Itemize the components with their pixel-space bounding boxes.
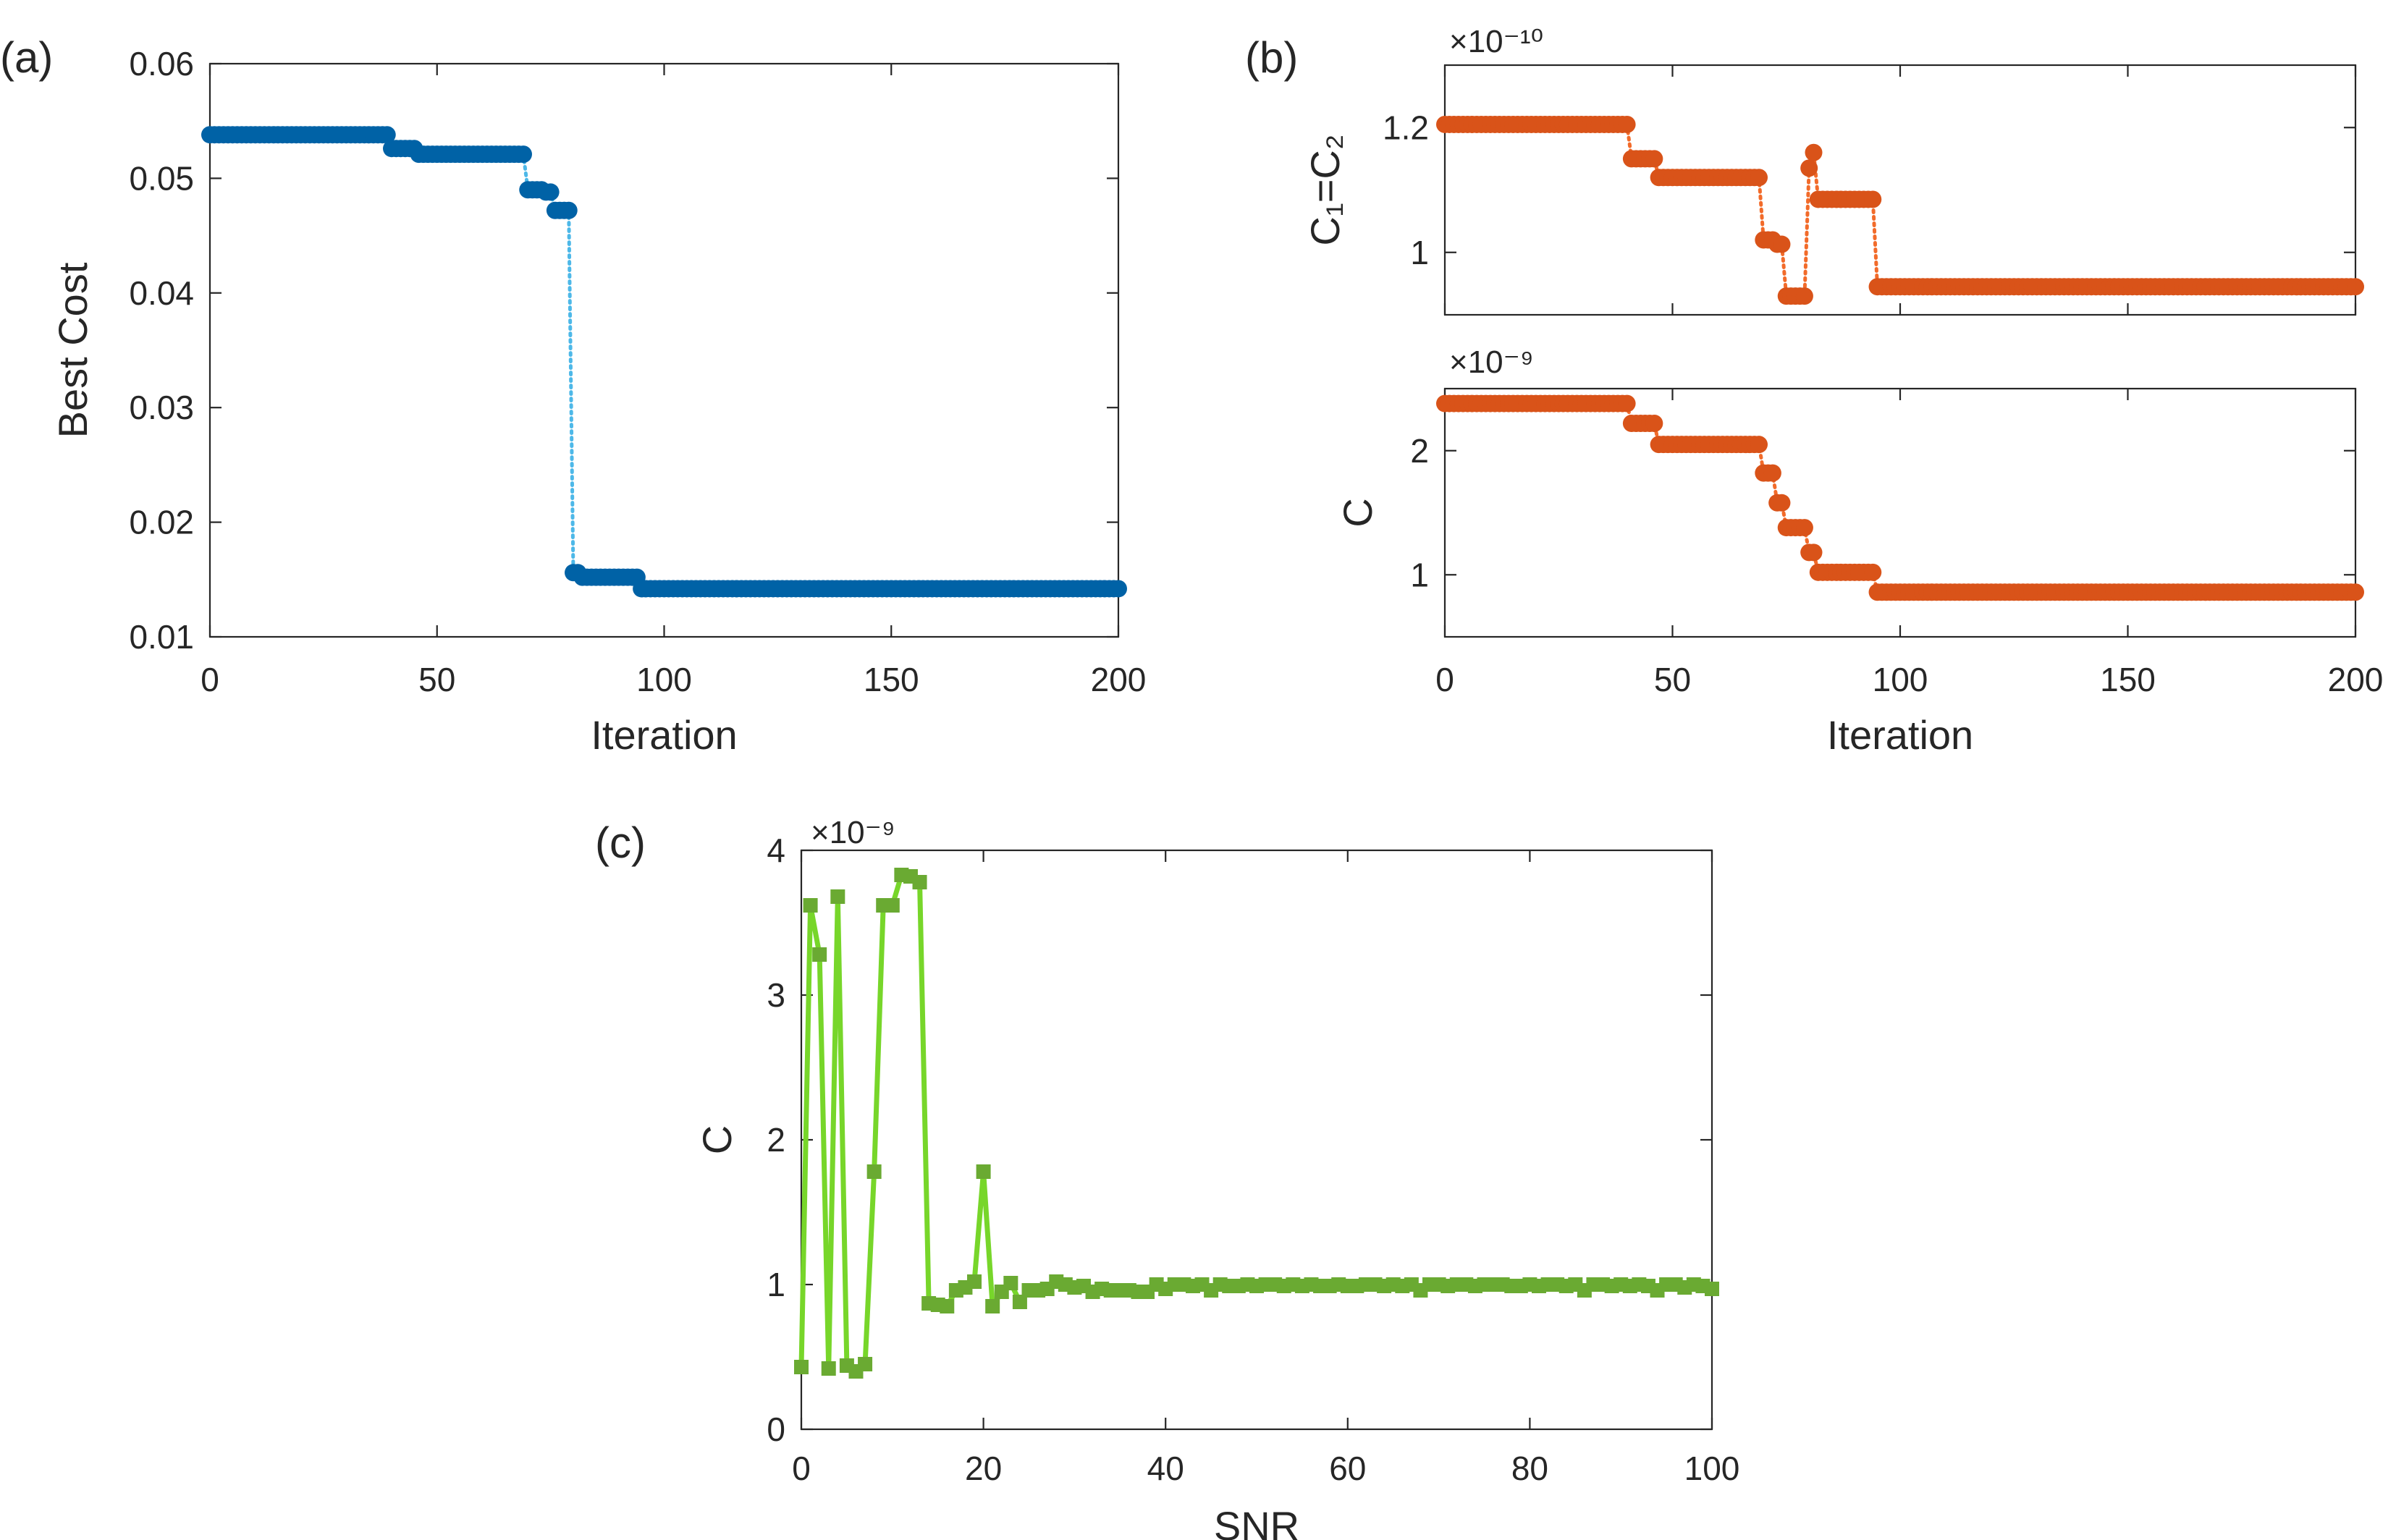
- data-point: [1110, 580, 1127, 598]
- data-point: [1773, 235, 1791, 253]
- y-tick-label: 0.02: [129, 504, 194, 541]
- y-tick-label: 1: [1410, 234, 1429, 271]
- exponent-label: ×10⁻⁹: [1449, 344, 1534, 380]
- plot-frame: [208, 62, 1120, 638]
- y-tick-label: 2: [1410, 432, 1429, 470]
- data-point: [967, 1274, 982, 1289]
- x-tick-label: 0: [1435, 661, 1454, 698]
- data-point: [885, 898, 900, 913]
- data-point: [514, 145, 532, 164]
- data-point: [1795, 287, 1813, 305]
- data-point: [1795, 519, 1813, 537]
- data-point: [1773, 494, 1791, 512]
- data-point: [1645, 415, 1663, 433]
- x-axis-label: Iteration: [591, 712, 737, 758]
- y-tick-label: 0.05: [129, 159, 194, 197]
- data-point: [912, 875, 927, 889]
- data-point: [985, 1299, 1000, 1313]
- data-point: [1003, 1276, 1018, 1290]
- data-point: [866, 1164, 882, 1179]
- y-tick-label: 0.01: [129, 618, 194, 656]
- y-tick-label: 1.2: [1383, 109, 1429, 146]
- plot-frame: [800, 849, 1713, 1431]
- data-point: [976, 1164, 991, 1179]
- x-tick-label: 0: [201, 661, 219, 698]
- data-point: [1864, 563, 1882, 581]
- data-point: [1645, 150, 1663, 168]
- y-tick-label: 0: [767, 1410, 785, 1448]
- panel-label: (c): [595, 818, 646, 867]
- x-tick-label: 20: [965, 1450, 1002, 1487]
- data-point: [794, 1360, 809, 1374]
- data-point: [2347, 583, 2364, 601]
- data-point: [1750, 436, 1768, 454]
- exponent-label: ×10⁻⁹: [811, 815, 895, 850]
- x-tick-label: 100: [1684, 1450, 1740, 1487]
- x-tick-label: 50: [1654, 661, 1691, 698]
- data-point: [858, 1357, 873, 1371]
- data-point: [378, 126, 396, 144]
- panel-c: 0 20 40 60 80 100 0 1 2 3 4 SNR C ×10⁻⁹ (c): [595, 815, 1739, 1540]
- x-tick-label: 200: [2328, 661, 2384, 698]
- data-point: [821, 1361, 836, 1376]
- data-point: [1800, 159, 1818, 177]
- data-point: [560, 201, 578, 219]
- data-point: [812, 947, 827, 962]
- data-point: [1705, 1282, 1719, 1296]
- x-tick-label: 100: [1873, 661, 1928, 698]
- panel-label: (a): [0, 33, 53, 82]
- data-point: [541, 183, 560, 201]
- y-axis-label: C₁=C₂: [1302, 134, 1348, 245]
- data-point: [1618, 115, 1636, 133]
- y-tick-label: 1: [767, 1266, 785, 1303]
- x-axis-label: SNR: [1214, 1503, 1299, 1540]
- plot-frame: [1443, 64, 2357, 316]
- data-point: [830, 889, 845, 904]
- x-tick-label: 100: [636, 661, 692, 698]
- panel-a: 0 50 100 150 200 0.01 0.02 0.03 0.04 0.05 0.06 Iter…: [0, 33, 1146, 758]
- x-tick-label: 60: [1329, 1450, 1366, 1487]
- series-line: [1443, 122, 2358, 298]
- data-point: [803, 898, 818, 913]
- x-tick-label: 150: [2100, 661, 2156, 698]
- series-line: [208, 132, 1121, 591]
- x-tick-label: 150: [864, 661, 919, 698]
- data-point: [1618, 394, 1636, 412]
- panel-b-top: 1 1.2 C₁=C₂ ×10⁻¹⁰ (b): [1245, 24, 2364, 316]
- x-tick-label: 40: [1147, 1450, 1184, 1487]
- x-tick-label: 0: [792, 1450, 811, 1487]
- data-point: [940, 1299, 955, 1313]
- data-point: [1750, 169, 1768, 187]
- x-tick-label: 200: [1091, 661, 1147, 698]
- series-line: [798, 872, 1713, 1374]
- panel-b-bottom: 0 50 100 150 200 1 2 Iteration C ×10⁻⁹: [1335, 344, 2383, 758]
- y-tick-label: 4: [767, 832, 785, 869]
- y-tick-label: 0.03: [129, 389, 194, 426]
- y-axis-label: C: [694, 1125, 740, 1154]
- data-point: [1012, 1295, 1027, 1309]
- data-point: [2347, 278, 2364, 296]
- panel-label: (b): [1245, 33, 1298, 82]
- data-point: [1763, 464, 1781, 482]
- y-tick-label: 1: [1410, 556, 1429, 593]
- data-point: [1805, 143, 1823, 161]
- x-tick-label: 50: [418, 661, 455, 698]
- data-point: [1805, 543, 1823, 562]
- y-tick-label: 0.06: [129, 45, 194, 82]
- y-tick-label: 2: [767, 1121, 785, 1159]
- series-line: [1443, 402, 2358, 594]
- data-point: [1864, 190, 1882, 208]
- exponent-label: ×10⁻¹⁰: [1449, 24, 1543, 59]
- y-axis-label: Best Cost: [50, 262, 96, 438]
- y-tick-label: 3: [767, 976, 785, 1014]
- y-tick-label: 0.04: [129, 274, 194, 312]
- x-tick-label: 80: [1511, 1450, 1548, 1487]
- x-axis-label: Iteration: [1827, 712, 1973, 758]
- y-axis-label: C: [1335, 498, 1380, 527]
